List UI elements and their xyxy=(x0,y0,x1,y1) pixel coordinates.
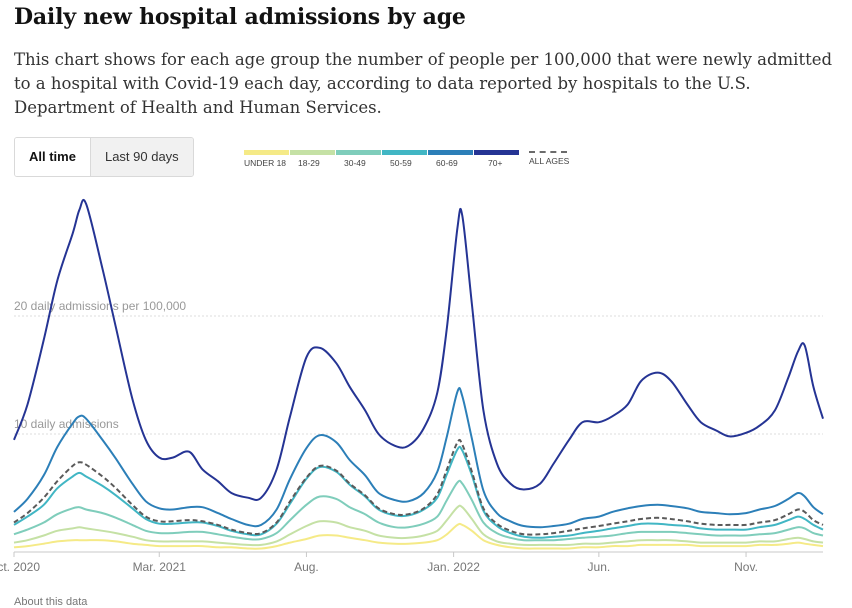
x-tick-label: Jan. 2022 xyxy=(427,560,480,574)
legend-label: ALL AGES xyxy=(529,156,570,166)
legend-label: 50-59 xyxy=(390,158,412,168)
last-90-days-button[interactable]: Last 90 days xyxy=(89,138,193,176)
legend-swatch-under-18 xyxy=(244,150,289,155)
series-line-18-29 xyxy=(13,504,824,547)
legend-label: 30-49 xyxy=(344,158,366,168)
legend-item-50-59: 50-59 xyxy=(382,150,427,168)
y-gridline-label: 10 daily admissions xyxy=(14,417,119,431)
legend-label: UNDER 18 xyxy=(244,158,287,168)
legend-label: 18-29 xyxy=(298,158,320,168)
series-line-70-plus xyxy=(13,198,824,501)
about-this-data-link[interactable]: About this data xyxy=(14,596,88,608)
chart-title: Daily new hospital admissions by age xyxy=(14,4,466,30)
chart-description: This chart shows for each age group the … xyxy=(14,50,833,117)
x-tick-label: Aug. xyxy=(294,560,319,574)
legend-item-all-ages: ALL AGES xyxy=(529,150,569,166)
x-tick-label: Mar. 2021 xyxy=(133,560,187,574)
time-range-toggle: All time Last 90 days xyxy=(14,137,194,177)
legend-swatch-60-69 xyxy=(428,150,473,155)
series-line-60-69 xyxy=(13,386,824,529)
legend-item-30-49: 30-49 xyxy=(336,150,381,168)
legend-swatch-50-59 xyxy=(382,150,427,155)
series-line-under-18 xyxy=(13,522,824,550)
y-gridline-label: 20 daily admissions per 100,000 xyxy=(14,299,186,313)
legend-item-60-69: 60-69 xyxy=(428,150,473,168)
legend-dash-all-ages xyxy=(529,151,567,153)
legend-swatch-70-plus xyxy=(474,150,519,155)
x-tick-label: Nov. xyxy=(734,560,758,574)
legend-item-70-plus: 70+ xyxy=(474,150,519,168)
x-tick-label: Jun. xyxy=(588,560,611,574)
legend-item-18-29: 18-29 xyxy=(290,150,335,168)
legend-swatch-30-49 xyxy=(336,150,381,155)
legend: UNDER 18 18-29 30-49 50-59 60-69 70+ ALL… xyxy=(244,150,569,168)
series-line-30-49 xyxy=(13,479,824,542)
legend-swatch-18-29 xyxy=(290,150,335,155)
legend-label: 60-69 xyxy=(436,158,458,168)
series-line-all-ages xyxy=(13,438,824,536)
legend-label: 70+ xyxy=(488,158,503,168)
x-tick-label: Oct. 2020 xyxy=(0,560,40,574)
all-time-button[interactable]: All time xyxy=(15,138,90,176)
admissions-line-chart: 10 daily admissions 20 daily admissions p… xyxy=(0,198,824,574)
series-line-50-59 xyxy=(13,445,824,539)
legend-item-under-18: UNDER 18 xyxy=(244,150,289,168)
